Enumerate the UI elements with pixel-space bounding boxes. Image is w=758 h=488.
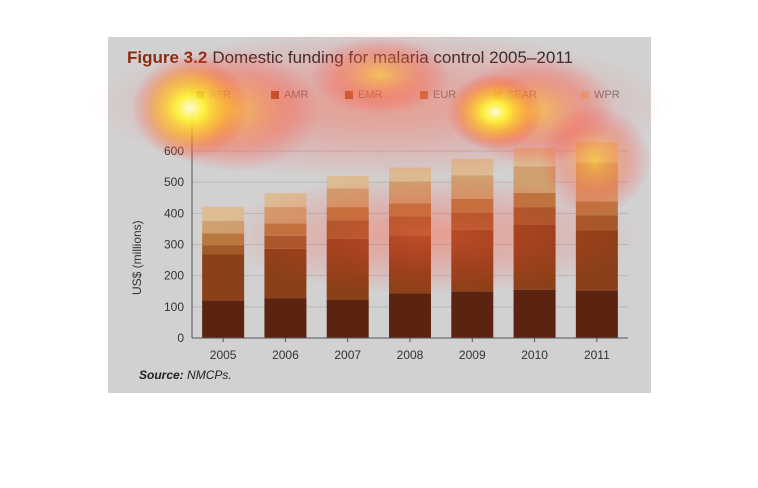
bar-segment-emr-2006 [264,235,307,249]
bar-segment-emr-2005 [202,245,245,255]
bar-segment-wpr-2006 [264,193,307,208]
bar-segment-amr-2005 [202,254,245,301]
y-tick-label: 500 [164,175,184,189]
y-tick-label: 100 [164,300,184,314]
bar-segment-eur-2005 [202,233,245,246]
source-label: Source: [139,368,184,382]
bar-segment-eur-2007 [326,207,369,221]
source-note: Source: NMCPs. [139,368,232,382]
bar-segment-amr-2006 [264,248,307,299]
bar-segment-amr-2007 [326,238,369,300]
bar-segment-emr-2011 [575,215,618,231]
x-tick-label: 2005 [210,348,237,362]
y-tick-label: 400 [164,206,184,220]
bar-segment-afr-2010 [513,289,556,338]
x-tick-label: 2008 [397,348,424,362]
bar-segment-sear-2007 [326,188,369,208]
bar-segment-afr-2011 [575,290,618,338]
source-text: NMCPs. [187,368,232,382]
bar-segment-afr-2008 [389,293,431,338]
bar-segment-afr-2009 [451,291,494,338]
bar-segment-sear-2011 [575,162,618,202]
bar-segment-sear-2008 [389,181,431,204]
bar-segment-amr-2009 [451,229,494,292]
bar-segment-emr-2010 [513,207,556,225]
bar-segment-eur-2011 [575,201,618,216]
y-tick-label: 0 [177,331,184,345]
y-tick-label: 300 [164,238,184,252]
bar-segment-amr-2010 [513,224,556,290]
y-tick-label: 600 [164,144,184,158]
bar-segment-emr-2007 [326,220,369,239]
bar-segment-eur-2010 [513,192,556,208]
x-tick-label: 2010 [521,348,548,362]
x-tick-label: 2009 [459,348,486,362]
x-tick-label: 2006 [272,348,299,362]
bar-segment-emr-2008 [389,216,431,236]
bar-segment-afr-2005 [202,300,245,338]
bar-segment-wpr-2005 [202,206,245,221]
bar-segment-eur-2009 [451,198,494,213]
bar-segment-eur-2008 [389,203,431,217]
bar-segment-wpr-2010 [513,147,556,167]
bar-segment-sear-2009 [451,175,494,199]
bar-segment-emr-2009 [451,212,494,230]
bar-segment-afr-2007 [326,299,369,338]
bar-segment-amr-2011 [575,230,618,291]
bar-segment-afr-2006 [264,298,307,338]
bar-segment-eur-2006 [264,223,307,236]
bar-segment-wpr-2009 [451,158,494,176]
x-tick-label: 2011 [584,348,610,362]
bar-segment-sear-2006 [264,207,307,224]
bar-segment-wpr-2011 [575,142,618,163]
bar-segment-sear-2005 [202,220,245,234]
x-tick-label: 2007 [334,348,361,362]
bar-segment-wpr-2007 [326,175,369,189]
bar-segment-amr-2008 [389,235,431,294]
y-tick-label: 200 [164,269,184,283]
bar-segment-sear-2010 [513,166,556,193]
bar-segment-wpr-2008 [389,167,431,182]
